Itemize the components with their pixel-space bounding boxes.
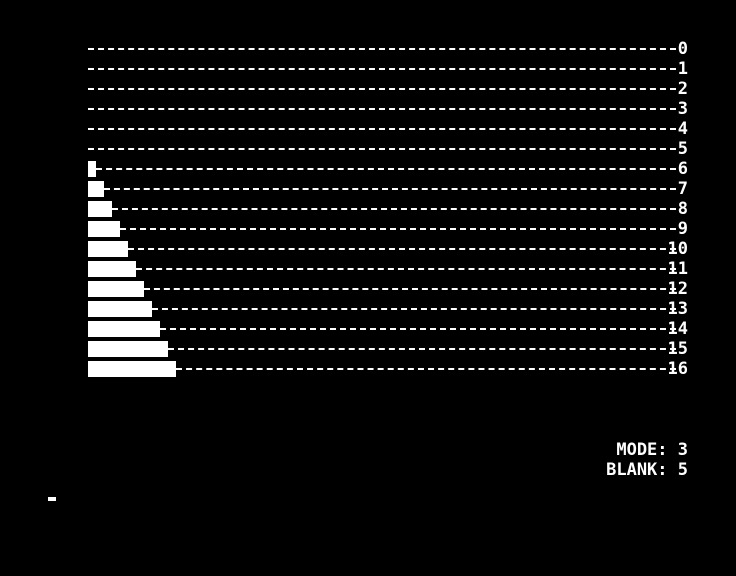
row-number-label: 1 [677,59,688,79]
bar [88,261,136,277]
row-number-label: 16 [667,359,688,379]
bar [88,301,152,317]
dashed-guide-line [168,348,676,350]
row-number-label: 10 [667,239,688,259]
chart-row: 11 [0,259,736,279]
dashed-guide-line [96,168,676,170]
chart-row: 12 [0,279,736,299]
chart-row: 15 [0,339,736,359]
dashed-guide-line [88,48,676,50]
mode-status: MODE: 3 [616,440,688,460]
block-cursor-icon [48,497,56,501]
bar [88,361,176,377]
chart-row: 6 [0,159,736,179]
row-number-label: 5 [677,139,688,159]
chart-row: 13 [0,299,736,319]
row-number-label: 2 [677,79,688,99]
dashed-guide-line [120,228,676,230]
row-number-label: 9 [677,219,688,239]
dashed-guide-line [104,188,676,190]
dashed-guide-line [88,68,676,70]
chart-row: 2 [0,79,736,99]
bar [88,241,128,257]
dashed-guide-line [88,108,676,110]
chart-row: 14 [0,319,736,339]
chart-row: 10 [0,239,736,259]
row-number-label: 11 [667,259,688,279]
dashed-guide-line [136,268,676,270]
dashed-guide-line [128,248,676,250]
dashed-guide-line [88,148,676,150]
chart-row: 9 [0,219,736,239]
dashed-guide-line [88,128,676,130]
bar [88,181,104,197]
chart-row: 3 [0,99,736,119]
dashed-guide-line [144,288,676,290]
bar [88,341,168,357]
dashed-guide-line [112,208,676,210]
row-number-label: 7 [677,179,688,199]
dashed-guide-line [88,88,676,90]
row-number-label: 4 [677,119,688,139]
chart-row: 0 [0,39,736,59]
dashed-guide-line [152,308,676,310]
dashed-guide-line [176,368,676,370]
row-number-label: 6 [677,159,688,179]
row-number-label: 15 [667,339,688,359]
row-number-label: 3 [677,99,688,119]
dashed-guide-line [160,328,676,330]
row-number-label: 13 [667,299,688,319]
row-number-label: 12 [667,279,688,299]
chart-row: 7 [0,179,736,199]
row-number-label: 8 [677,199,688,219]
bar [88,321,160,337]
blank-status: BLANK: 5 [606,460,688,480]
bar [88,221,120,237]
row-number-label: 0 [677,39,688,59]
chart-row: 1 [0,59,736,79]
bar [88,161,96,177]
chart-row: 16 [0,359,736,379]
bar [88,281,144,297]
chart-row: 4 [0,119,736,139]
row-number-label: 14 [667,319,688,339]
chart-row: 8 [0,199,736,219]
chart-row: 5 [0,139,736,159]
bar [88,201,112,217]
